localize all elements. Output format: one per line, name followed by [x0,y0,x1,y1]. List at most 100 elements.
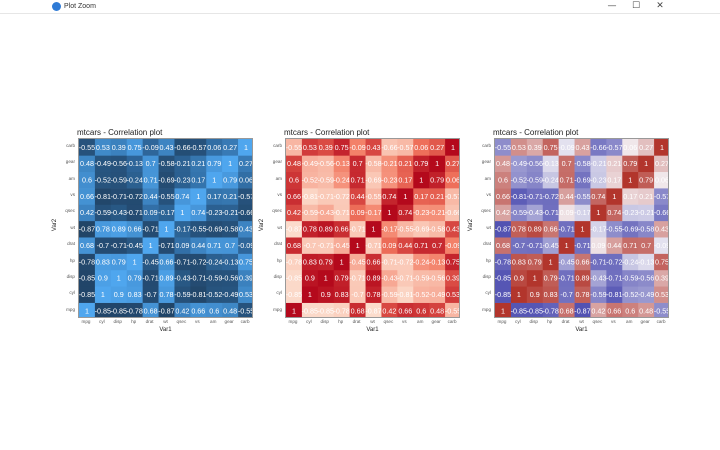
cell-value-label: -0.24 [126,176,142,185]
cell-value-label: -0.56 [429,274,445,283]
heatmap-cell-mpg-qsec [286,204,303,222]
heatmap-cell-gear-am [429,171,446,189]
x-tick-vs: vs [402,319,407,324]
cell-value-label: 1 [387,208,391,217]
heatmap-cell-wt-mpg [365,302,382,317]
y-tick-cyl: cyl [276,290,282,296]
heatmap-cell-gear-hp [429,253,446,271]
heatmap-cell-cyl-am [510,171,528,189]
plot-canvas: mtcars - Correlation plot Var2 carb gear a… [0,14,720,450]
heatmap-cell-drat-qsec [142,204,159,222]
cell-value-label: -0.78 [333,306,349,315]
cell-value-label: -0.85 [79,290,95,299]
heatmap-cell-am-vs [413,188,430,205]
cell-value-label: 0.17 [191,176,205,185]
heatmap-cell-drat-gear [558,155,575,173]
heatmap-cell-drat-qsec [558,204,575,222]
cell-value-label: -0.49 [95,159,111,168]
cell-value-label: 0.66 [160,257,174,266]
heatmap-cell-gear-drat [222,237,239,254]
cell-value-label: -0.23 [381,176,397,185]
cell-value-label: -0.49 [511,159,527,168]
cell-value-label: 0.27 [446,159,460,168]
x-tick-mpg: mpg [288,319,298,324]
heatmap-cell-hp-mpg [542,302,559,317]
cell-value-label: 0.21 [607,159,621,168]
heatmap-cell-am-qsec [413,204,430,222]
cell-value-label: -0.81 [190,290,206,299]
heatmap-cell-gear-qsec [222,204,239,222]
heatmap-cell-mpg-qsec [495,204,512,222]
cell-value-label: 0.44 [144,192,158,201]
heatmap-cell-hp-vs [333,188,350,205]
cell-value-label: -0.43 [174,274,190,283]
heatmap-cell-wt-vs [158,188,175,205]
heatmap-cell-hp-qsec [542,204,559,222]
heatmap-cell-am-am [622,171,639,189]
heatmap-cell-wt-mpg [158,302,175,317]
cell-value-label: 0.44 [191,241,205,250]
maximize-button[interactable]: ☐ [631,1,641,11]
heatmap-cell-drat-gear [142,155,159,173]
heatmap-cell-cyl-carb [94,139,112,156]
heatmap-cell-cyl-cyl [301,286,319,303]
cell-value-label: 0.66 [398,306,412,315]
minimize-button[interactable]: — [607,1,617,11]
cell-value-label: -0.24 [333,176,349,185]
heatmap-cell-hp-hp [333,253,350,271]
cell-value-label: -0.87 [574,306,590,315]
cell-value-label: 1 [403,192,407,201]
cell-value-label: 0.83 [512,257,526,266]
cell-value-label: 0.09 [591,241,605,250]
y-tick-carb: carb [273,143,282,148]
cell-value-label: -0.85 [95,306,111,315]
heatmap-cell-am-gear [206,155,223,173]
cell-value-label: -0.56 [638,274,654,283]
y-tick-mpg: mpg [273,306,282,312]
cell-value-label: -0.57 [190,143,206,152]
heatmap-cell-qsec-am [590,171,607,189]
cell-value-label: 0.83 [544,290,558,299]
cell-value-label: 0.43 [576,143,590,152]
cell-value-label: 0.7 [562,159,572,168]
cell-value-label: 0.44 [607,241,621,250]
cell-value-label: 0.09 [351,208,365,217]
cell-value-label: -0.57 [606,143,622,152]
cell-value-label: -0.85 [286,290,302,299]
plot-title: mtcars - Correlation plot [493,128,579,137]
heatmap-panel: 1 -0.85 -0.85 -0.78 0.68 -0.87 0.42 0.66 0.6 0.48… [494,138,669,318]
x-tick-disp: disp [529,319,538,324]
cell-value-label: 1 [196,192,200,201]
heatmap-cell-am-disp [206,269,223,287]
heatmap-cell-am-wt [413,220,430,238]
heatmap-cell-disp-am [526,171,544,189]
heatmap-cell-drat-wt [142,220,159,238]
cell-value-label: 1 [85,306,89,315]
cell-value-label: -0.87 [495,225,511,234]
cell-value-label: 0.66 [287,192,301,201]
x-tick-cyl: cyl [99,319,105,324]
cell-value-label: 0.79 [319,257,333,266]
heatmap-cell-drat-qsec [349,204,366,222]
y-tick-hp: hp [276,257,282,263]
heatmap-cell-am-am [206,171,223,189]
cell-value-label: 0.9 [530,290,540,299]
cell-value-label: -0.81 [302,192,318,201]
cell-value-label: -0.55 [445,306,460,315]
cell-value-label: -0.59 [206,274,222,283]
cell-value-label: -0.59 [413,274,429,283]
heatmap-cell-gear-carb [222,139,239,156]
cell-value-label: 0.43 [655,225,669,234]
heatmap-cell-drat-drat [142,237,159,254]
heatmap-cell-cyl-disp [94,269,112,287]
cell-value-label: -0.59 [381,290,397,299]
x-tick-wt: wt [370,319,375,324]
heatmap-cell-am-qsec [206,204,223,222]
heatmap-cell-disp-gear [317,155,335,173]
heatmap-cell-vs-am [190,171,207,189]
heatmap-cell-disp-mpg [317,302,335,317]
heatmap-cell-cyl-gear [301,155,319,173]
heatmap-cell-vs-drat [190,237,207,254]
close-button[interactable]: ✕ [656,1,664,11]
heatmap-cell-gear-wt [222,220,239,238]
